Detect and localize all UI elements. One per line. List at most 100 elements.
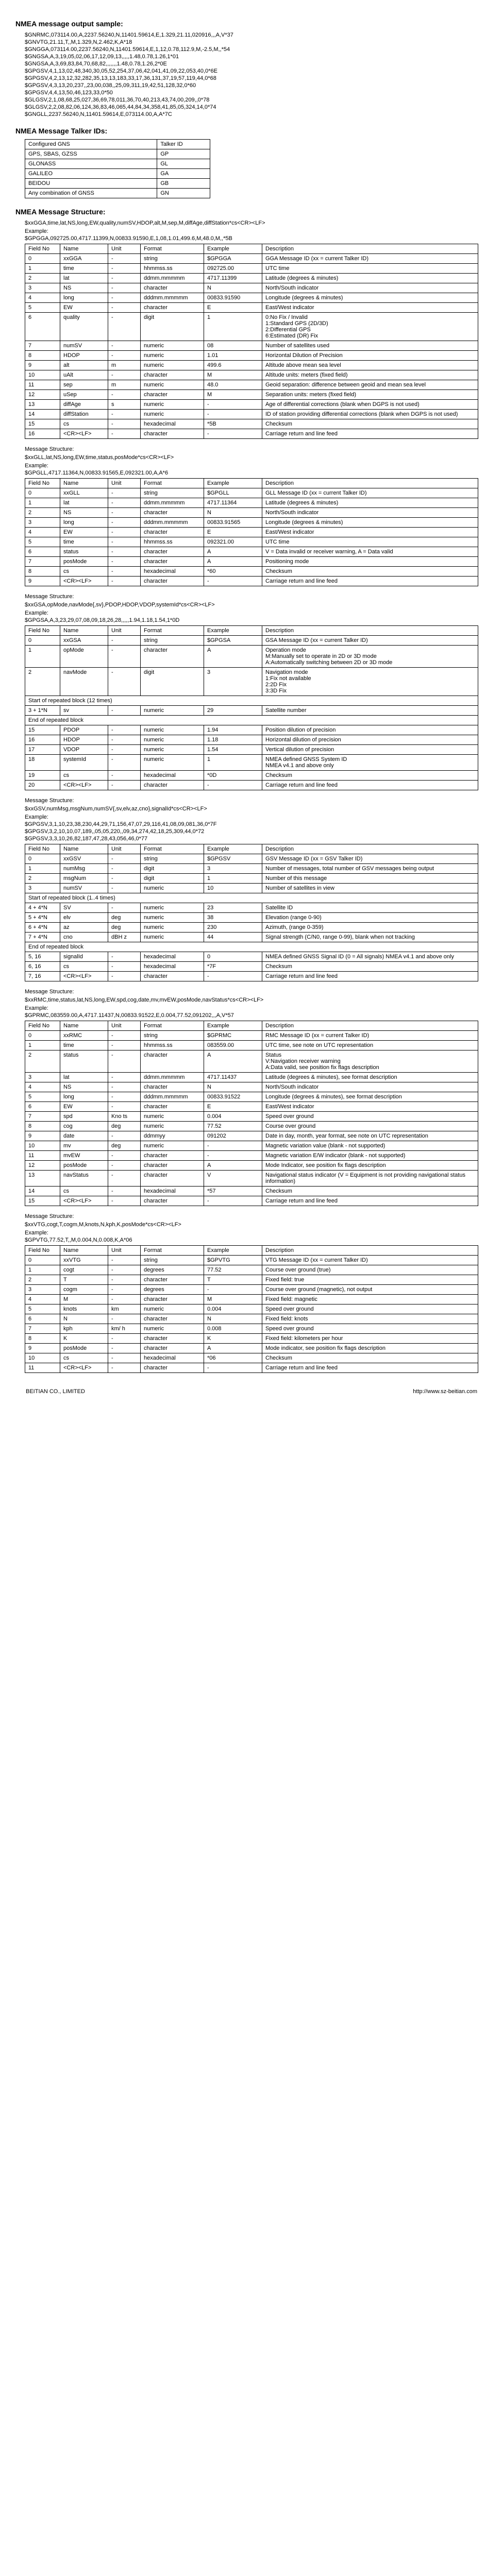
table-cell: hhmmss.ss — [141, 1041, 204, 1050]
table-cell: character — [141, 1334, 204, 1344]
table-cell: Fixed field: knots — [262, 1314, 478, 1324]
table-cell: M — [60, 1295, 108, 1304]
table-cell: numeric — [141, 923, 204, 933]
table-cell: ddmmyy — [141, 1131, 204, 1141]
table-cell: K — [60, 1334, 108, 1344]
table-cell: <CR><LF> — [60, 972, 108, 981]
table-header: Name — [60, 244, 108, 254]
table-cell: - — [204, 577, 262, 586]
table-cell: digit — [141, 313, 204, 341]
table-cell: character — [141, 1344, 204, 1353]
table-cell: xxGSV — [60, 854, 108, 864]
table-cell: dBH z — [108, 933, 141, 942]
table-cell: Altitude above mean sea level — [262, 361, 478, 370]
table-header: Example — [204, 844, 262, 854]
table-cell: ddmm.mmmmm — [141, 274, 204, 283]
table-cell: HDOP — [60, 735, 108, 745]
table-cell: s — [108, 400, 141, 410]
table-cell: - — [108, 1256, 141, 1265]
table-cell: xxRMC — [60, 1031, 108, 1041]
table-cell: 3 + 1*N — [25, 706, 60, 716]
table-cell: V = Data invalid or receiver warning, A … — [262, 547, 478, 557]
table-cell: digit — [141, 864, 204, 874]
heading-structure: NMEA Message Structure: — [15, 208, 488, 216]
table-cell: 6, 16 — [25, 962, 60, 972]
table-cell: *60 — [204, 567, 262, 577]
table-cell: 2 — [25, 508, 60, 518]
table-cell: 15 — [25, 725, 60, 735]
table-cell: A — [204, 646, 262, 668]
table-cell: Carriage return and line feed — [262, 429, 478, 439]
table-cell: - — [108, 771, 141, 781]
table-cell: 4717.11364 — [204, 498, 262, 508]
table-cell: 0 — [25, 254, 60, 264]
table-cell: BEIDOU — [25, 179, 157, 189]
table-cell: Operation mode M:Manually set to operate… — [262, 646, 478, 668]
table-cell: K — [204, 1334, 262, 1344]
table-cell: numeric — [141, 1141, 204, 1151]
table-cell: 3 — [25, 884, 60, 893]
sample-line: $GLGSV,2,1,08,68,25,027,36,69,78,011,36,… — [25, 97, 488, 103]
table-cell: - — [108, 410, 141, 419]
table-cell: signalId — [60, 952, 108, 962]
table-cell: dddmm.mmmmm — [141, 293, 204, 303]
table-cell: 8 — [25, 1334, 60, 1344]
table-cell: string — [141, 636, 204, 646]
example-label: Example: — [25, 1005, 488, 1011]
table-cell: 3 — [25, 283, 60, 293]
vtg-example: $GPVTG,77.52,T,,M,0.004,N,0.008,K,A*06 — [25, 1237, 488, 1243]
table-cell: string — [141, 854, 204, 864]
sample-line: $GNGGA,073114.00,2237.56240,N,11401.5961… — [25, 46, 488, 53]
table-cell: UTC time, see note on UTC representation — [262, 1041, 478, 1050]
table-cell: Positioning mode — [262, 557, 478, 567]
table-cell: M — [204, 1295, 262, 1304]
table-cell: Signal strength (C/N0, range 0-99), blan… — [262, 933, 478, 942]
table-cell: hexadecimal — [141, 1187, 204, 1196]
table-cell: N — [204, 1082, 262, 1092]
table-cell: hexadecimal — [141, 419, 204, 429]
gsv-example-line: $GPGSV,3,1,10,23,38,230,44,29,71,156,47,… — [25, 821, 488, 827]
table-cell: 3 — [204, 864, 262, 874]
talker-table: Configured GNS Talker ID GPS, SBAS, GZSS… — [25, 139, 210, 198]
table-cell: 7 — [25, 341, 60, 351]
table-header: Example — [204, 626, 262, 636]
table-cell: - — [108, 1275, 141, 1285]
table-cell: 5, 16 — [25, 952, 60, 962]
table-cell: Fixed field: true — [262, 1275, 478, 1285]
table-cell: 9 — [25, 577, 60, 586]
table-cell: cno — [60, 933, 108, 942]
table-cell: navMode — [60, 668, 108, 696]
table-cell: - — [108, 274, 141, 283]
table-cell: - — [108, 972, 141, 981]
table-cell: degrees — [141, 1285, 204, 1295]
table-cell: sv — [60, 706, 108, 716]
table-cell: - — [108, 518, 141, 528]
table-cell: string — [141, 254, 204, 264]
table-cell: 00833.91522 — [204, 1092, 262, 1102]
table-cell: 2 — [25, 874, 60, 884]
table-cell: Number of satellites in view — [262, 884, 478, 893]
example-label: Example: — [25, 228, 488, 234]
table-cell: numeric — [141, 913, 204, 923]
table-cell: character — [141, 547, 204, 557]
table-cell: az — [60, 923, 108, 933]
table-cell: numeric — [141, 706, 204, 716]
table-cell: - — [108, 264, 141, 274]
gll-table: Field NoNameUnitFormatExampleDescription… — [25, 478, 478, 586]
table-header: Format — [141, 626, 204, 636]
table-cell: cs — [60, 1187, 108, 1196]
table-cell: - — [108, 283, 141, 293]
table-cell: 1.18 — [204, 735, 262, 745]
vtg-table: Field NoNameUnitFormatExampleDescription… — [25, 1245, 478, 1373]
table-cell: Altitude units: meters (fixed field) — [262, 370, 478, 380]
table-cell: 1 — [25, 1041, 60, 1050]
table-cell: GALILEO — [25, 169, 157, 179]
table-cell: 2 — [25, 668, 60, 696]
table-cell: 5 — [25, 537, 60, 547]
table-cell: numeric — [141, 735, 204, 745]
footer-left: BEITIAN CO., LIMITED — [26, 1388, 85, 1395]
table-cell: cs — [60, 771, 108, 781]
table-cell: character — [141, 781, 204, 790]
table-cell: - — [108, 755, 141, 771]
table-cell: Course over ground (true) — [262, 1265, 478, 1275]
